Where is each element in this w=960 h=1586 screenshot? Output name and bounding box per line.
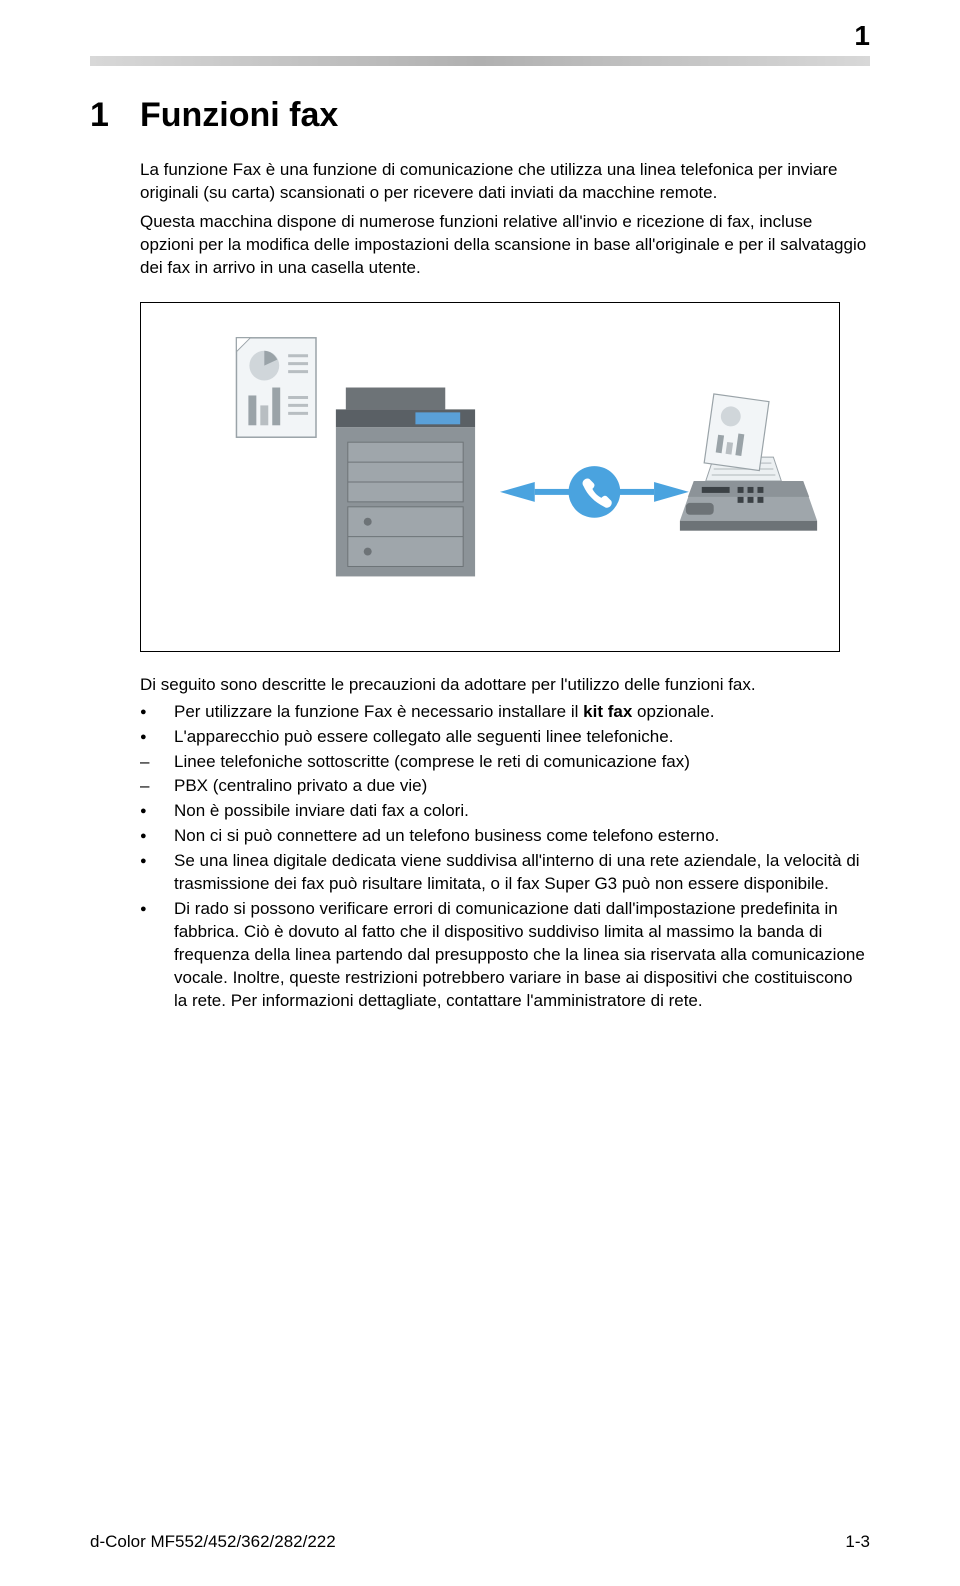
dash-list: Linee telefoniche sottoscritte (comprese… xyxy=(140,751,870,799)
precautions-lead: Di seguito sono descritte le precauzioni… xyxy=(140,674,870,697)
section-title-text: Funzioni fax xyxy=(140,96,338,134)
footer-left: d-Color MF552/452/362/282/222 xyxy=(90,1532,336,1552)
bullet-list: Per utilizzare la funzione Fax è necessa… xyxy=(140,701,870,749)
list-item: Se una linea digitale dedicata viene sud… xyxy=(140,850,870,896)
output-document-icon xyxy=(704,394,769,471)
intro-paragraphs: La funzione Fax è una funzione di comuni… xyxy=(90,159,870,280)
fax-diagram-svg xyxy=(141,303,839,651)
decorative-stripe xyxy=(90,56,870,66)
list-item: Di rado si possono verificare errori di … xyxy=(140,898,870,1013)
section-title: 1Funzioni fax xyxy=(90,96,870,135)
connection-arrows xyxy=(500,466,689,518)
intro-p2: Questa macchina dispone di numerose funz… xyxy=(90,211,870,280)
list-item: Per utilizzare la funzione Fax è necessa… xyxy=(140,701,870,724)
intro-p1: La funzione Fax è una funzione di comuni… xyxy=(90,159,870,205)
footer: d-Color MF552/452/362/282/222 1-3 xyxy=(90,1532,870,1552)
list-item: Non è possibile inviare dati fax a color… xyxy=(140,800,870,823)
document-icon xyxy=(236,337,316,436)
mfp-icon xyxy=(336,387,475,576)
page: 1 1Funzioni fax La funzione Fax è una fu… xyxy=(0,20,960,1586)
list-item: Non ci si può connettere ad un telefono … xyxy=(140,825,870,848)
top-page-number: 1 xyxy=(90,20,870,52)
bullet-list-2: Non è possibile inviare dati fax a color… xyxy=(140,800,870,1012)
list-item: L'apparecchio può essere collegato alle … xyxy=(140,726,870,749)
list-item: Linee telefoniche sottoscritte (comprese… xyxy=(140,751,870,774)
list-item: PBX (centralino privato a due vie) xyxy=(140,775,870,798)
precautions: Di seguito sono descritte le precauzioni… xyxy=(90,674,870,1013)
section-number: 1 xyxy=(90,96,140,135)
figure-box xyxy=(140,302,840,652)
footer-right: 1-3 xyxy=(845,1532,870,1552)
